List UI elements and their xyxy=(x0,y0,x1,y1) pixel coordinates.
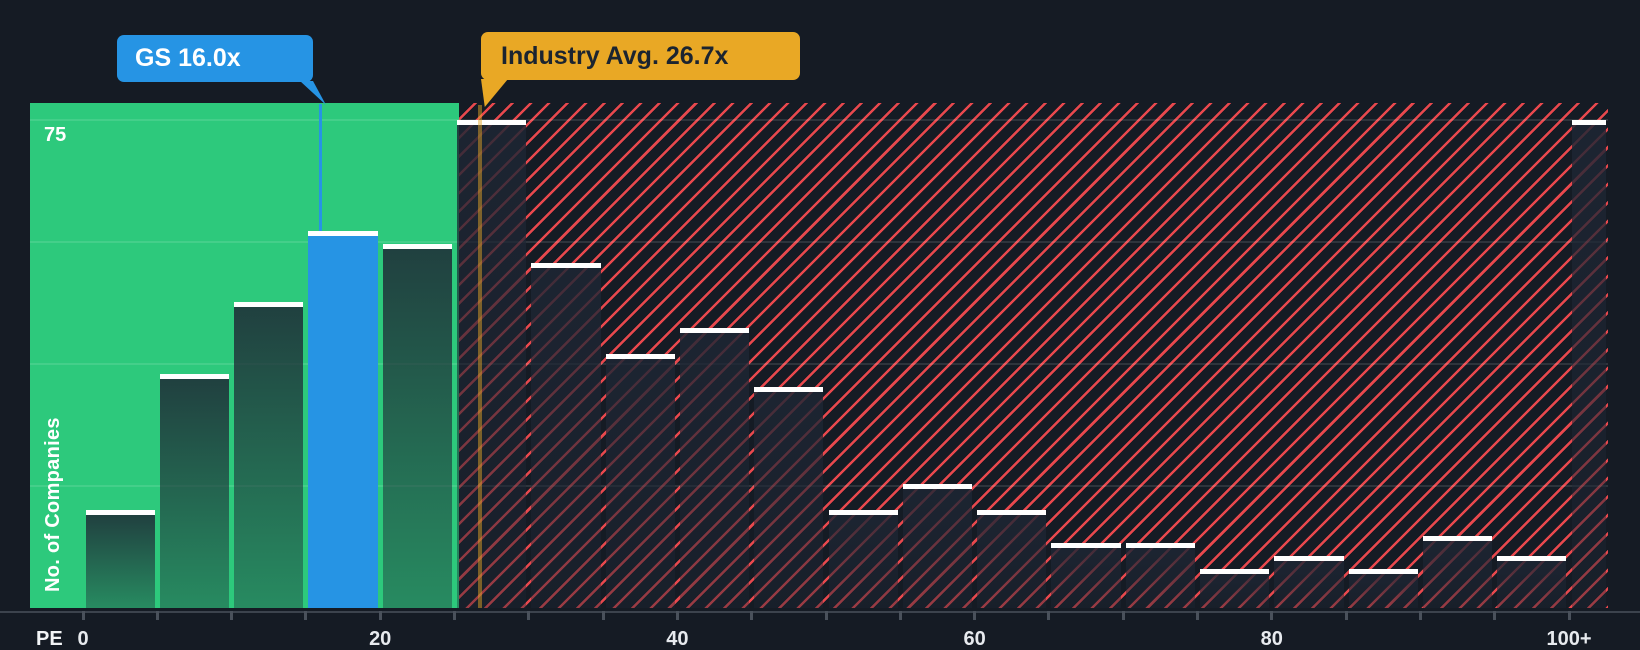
industry-average-line xyxy=(477,105,482,608)
x-tick-label: 60 xyxy=(963,628,986,650)
x-axis-tick xyxy=(824,611,828,620)
histogram-bar[interactable] xyxy=(85,510,155,608)
x-axis-line xyxy=(0,611,1640,613)
x-axis-tick xyxy=(1344,611,1348,620)
industry-callout-label: Industry Avg. 26.7x xyxy=(501,42,729,70)
histogram-bar[interactable] xyxy=(1422,536,1493,608)
x-axis-tick xyxy=(1270,611,1274,620)
x-axis-tick xyxy=(1121,611,1125,620)
x-axis-tick xyxy=(304,611,308,620)
company-bar[interactable] xyxy=(308,231,378,608)
gridline xyxy=(30,241,1608,243)
x-axis-tick xyxy=(453,611,456,620)
x-axis-tick xyxy=(81,611,85,620)
x-axis-tick xyxy=(155,611,159,620)
x-tick-label: 20 xyxy=(369,628,392,650)
x-axis-tick xyxy=(675,611,679,620)
x-axis-tick xyxy=(527,611,531,620)
histogram-bar[interactable] xyxy=(1274,556,1344,608)
x-axis-tick xyxy=(601,611,605,620)
histogram-bar[interactable] xyxy=(1571,120,1606,608)
x-axis-tick xyxy=(1047,611,1051,620)
gridline xyxy=(30,363,1608,365)
histogram-bar[interactable] xyxy=(531,263,601,608)
histogram-bar[interactable] xyxy=(679,328,750,608)
industry-callout[interactable]: Industry Avg. 26.7x xyxy=(481,32,800,80)
histogram-bar[interactable] xyxy=(828,510,898,608)
x-axis-tick xyxy=(1196,611,1199,620)
histogram-bar[interactable] xyxy=(457,120,527,608)
histogram-bar[interactable] xyxy=(902,484,973,608)
histogram-bar[interactable] xyxy=(754,387,824,608)
histogram-bar[interactable] xyxy=(382,244,452,608)
company-pointer-line xyxy=(319,104,323,231)
x-tick-label: 100+ xyxy=(1546,628,1592,650)
x-axis-tick xyxy=(230,611,234,620)
x-axis-tick xyxy=(973,611,977,620)
company-callout[interactable]: GS 16.0x xyxy=(117,35,313,82)
histogram-bar[interactable] xyxy=(1200,569,1270,608)
x-axis-tick xyxy=(750,611,754,620)
x-axis-tick xyxy=(1567,611,1571,620)
histogram-bar[interactable] xyxy=(1051,543,1121,608)
histogram-bar[interactable] xyxy=(1125,543,1195,608)
x-tick-label: 0 xyxy=(77,628,89,650)
y-axis-label: No. of Companies xyxy=(42,417,64,592)
histogram-bar[interactable] xyxy=(234,302,304,608)
histogram-bar[interactable] xyxy=(1497,556,1567,608)
company-callout-tail xyxy=(300,81,326,105)
y-gridline-label: 75 xyxy=(44,124,67,146)
histogram-bar[interactable] xyxy=(605,354,675,608)
x-axis-tick xyxy=(378,611,382,620)
x-axis-tick xyxy=(898,611,902,620)
company-callout-label: GS 16.0x xyxy=(135,44,241,72)
x-tick-label: 40 xyxy=(666,628,689,650)
histogram-bar[interactable] xyxy=(1348,569,1418,608)
histogram-bar[interactable] xyxy=(977,510,1047,608)
gridline xyxy=(30,119,1608,121)
histogram-bar[interactable] xyxy=(159,374,230,608)
x-axis-title: PE xyxy=(36,628,63,650)
x-tick-label: 80 xyxy=(1260,628,1283,650)
x-axis-tick xyxy=(1493,611,1497,620)
x-axis-tick xyxy=(1418,611,1422,620)
